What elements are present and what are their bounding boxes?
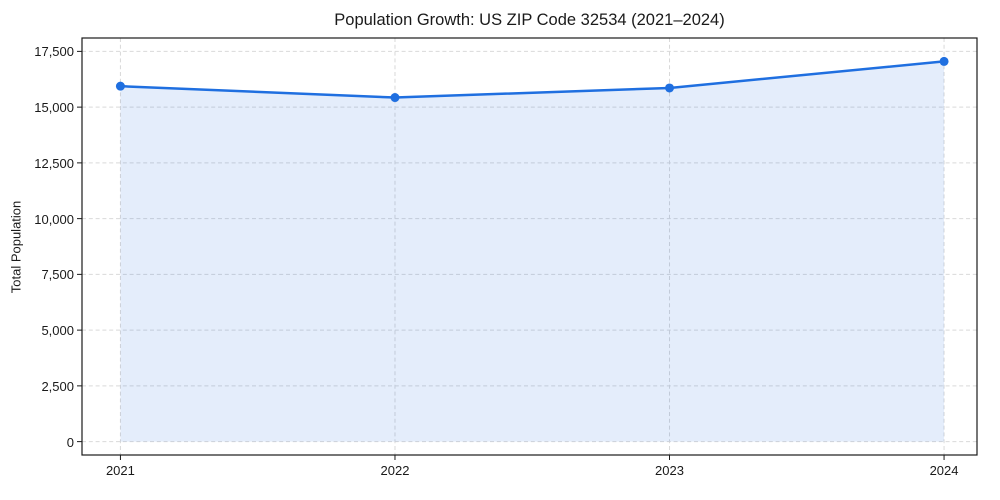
y-tick-label: 7,500 [41,267,74,283]
plot-spines [81,37,978,456]
data-point-2021 [115,81,125,91]
x-tick-label: 2022 [380,463,410,478]
y-tick-label: 17,500 [34,44,74,60]
chart-title: Population Growth: US ZIP Code 32534 (20… [334,11,725,29]
x-tick-label: 2021 [105,463,135,478]
y-tick-label: 15,000 [34,100,74,116]
data-point-2023 [665,83,675,93]
area-fill [120,61,945,442]
x-tick-label: 2024 [929,463,959,478]
x-tick-label: 2023 [655,463,684,478]
y-tick-label: 2,500 [41,378,74,394]
y-tick-label: 5,000 [41,323,74,339]
y-tick-label: 12,500 [34,155,74,171]
data-point-2024 [939,56,949,66]
data-point-2022 [390,93,400,103]
series-line [119,60,946,99]
y-tick-label: 10,000 [34,211,74,227]
y-tick-label: 0 [66,434,74,450]
